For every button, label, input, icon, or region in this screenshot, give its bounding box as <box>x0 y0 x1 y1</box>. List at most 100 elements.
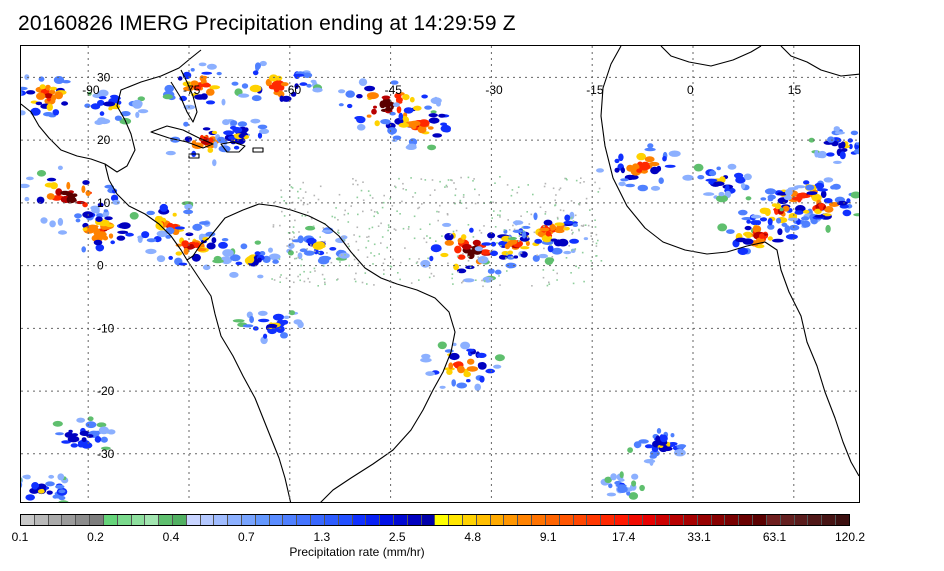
precip-speck <box>352 178 354 180</box>
precip-cell <box>808 137 815 143</box>
precip-speck <box>372 263 374 265</box>
precip-speck <box>362 181 364 183</box>
coastline-jamaica <box>188 153 200 159</box>
precip-cell <box>347 103 353 109</box>
precip-speck <box>532 193 534 196</box>
precip-cell <box>656 165 662 172</box>
precip-speck <box>376 211 378 213</box>
precip-speck <box>554 199 556 202</box>
precip-cell <box>364 85 376 92</box>
precip-cell <box>409 120 421 127</box>
precip-speck <box>368 227 371 230</box>
precip-cell <box>317 257 330 265</box>
precip-speck <box>402 227 405 230</box>
precip-cell <box>440 124 451 133</box>
precip-speck <box>302 203 305 206</box>
precip-cell <box>103 101 116 107</box>
precip-cell <box>479 249 491 255</box>
precip-cell <box>356 94 363 99</box>
precip-cell <box>507 239 518 245</box>
precip-cell <box>94 436 102 443</box>
precip-cell <box>481 242 492 246</box>
precip-cell <box>823 198 833 204</box>
precip-speck <box>337 229 340 232</box>
colorbar-swatch <box>463 515 477 525</box>
precip-speck <box>475 279 477 281</box>
precip-speck <box>373 284 375 286</box>
precip-speck <box>520 252 523 254</box>
precip-cell <box>460 341 471 350</box>
colorbar-swatch <box>393 515 408 525</box>
precip-speck <box>356 183 359 186</box>
coastline-south-america <box>186 203 456 502</box>
precip-speck <box>309 271 312 273</box>
precip-cell <box>132 99 143 108</box>
precip-cell <box>764 208 771 217</box>
precip-speck <box>493 210 495 212</box>
precip-cell <box>777 228 783 236</box>
precip-cell <box>35 101 43 106</box>
precip-speck <box>423 237 425 240</box>
precip-speck <box>364 272 367 274</box>
precip-cell <box>112 199 121 205</box>
precip-cell <box>534 238 543 244</box>
precip-cell <box>310 79 317 84</box>
precip-cell <box>198 62 207 67</box>
precip-cell <box>254 251 261 256</box>
longitude-tick-label: -60 <box>284 83 302 97</box>
precip-cell <box>61 101 69 106</box>
precip-cell <box>494 354 505 362</box>
precip-speck <box>435 240 437 242</box>
precip-speck <box>444 186 446 188</box>
precip-speck <box>353 278 356 280</box>
precip-speck <box>451 273 454 275</box>
precip-speck <box>396 210 398 212</box>
precip-cell <box>188 244 194 249</box>
precip-speck <box>279 224 281 227</box>
precip-cell <box>507 250 514 255</box>
precip-cell <box>55 484 65 489</box>
precip-speck <box>370 252 372 254</box>
precip-speck <box>278 258 281 260</box>
precip-speck <box>439 204 441 207</box>
precip-cell <box>620 167 626 174</box>
precip-speck <box>283 215 286 217</box>
precip-speck <box>402 188 405 190</box>
precip-speck <box>577 267 580 269</box>
precip-cell <box>209 85 221 90</box>
precip-cell <box>221 98 226 106</box>
precip-cell <box>141 231 150 239</box>
precip-speck <box>572 231 574 234</box>
precip-speck <box>290 186 293 188</box>
precip-speck <box>499 216 501 218</box>
precip-cell <box>713 181 725 186</box>
precip-cell <box>81 185 86 193</box>
precip-speck <box>401 200 403 203</box>
precip-cell <box>21 183 30 189</box>
precip-cell <box>45 84 51 91</box>
precip-cell <box>266 323 278 328</box>
precip-cell <box>156 255 166 263</box>
precip-speck <box>298 231 300 233</box>
precip-speck <box>272 224 275 226</box>
precip-speck <box>590 260 592 262</box>
precip-speck <box>551 256 554 258</box>
precip-speck <box>340 254 343 256</box>
precip-cell <box>252 70 259 76</box>
precip-cell <box>206 63 217 70</box>
precip-cell <box>429 255 434 262</box>
precip-cell <box>514 220 519 226</box>
precip-cell <box>554 228 565 234</box>
precip-speck <box>303 280 306 283</box>
precip-speck <box>481 279 483 282</box>
precip-speck <box>418 206 421 209</box>
precip-cell <box>461 243 472 250</box>
precip-cell <box>734 172 744 179</box>
precip-cell <box>617 485 628 493</box>
precip-cell <box>21 90 23 96</box>
precip-speck <box>459 201 461 204</box>
precip-speck <box>452 230 455 233</box>
precip-speck <box>302 181 304 184</box>
precip-cell <box>785 234 798 240</box>
precip-speck <box>590 235 592 237</box>
